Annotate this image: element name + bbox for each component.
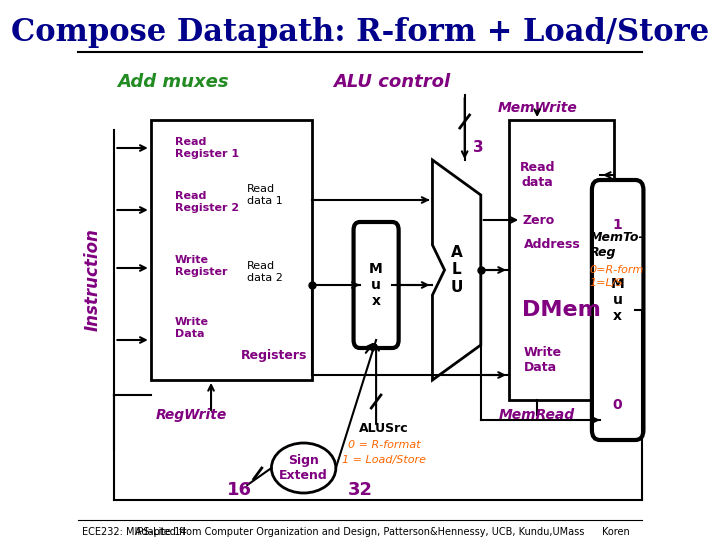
Text: Registers: Registers [241,348,307,361]
Text: Sign
Extend: Sign Extend [279,454,328,482]
Text: Write
Register: Write Register [175,255,228,277]
Text: Compose Datapath: R-form + Load/Store: Compose Datapath: R-form + Load/Store [11,17,709,48]
Text: Read
data 2: Read data 2 [247,261,283,283]
Text: Zero: Zero [523,213,555,226]
Text: M
u
x: M u x [369,262,383,308]
Text: 0 = R-format: 0 = R-format [348,440,420,450]
Text: ECE232: MIPS-Lite 14: ECE232: MIPS-Lite 14 [82,527,186,537]
Text: 3: 3 [473,140,483,156]
Text: Read
data 1: Read data 1 [247,184,283,206]
Text: Write
Data: Write Data [523,346,562,374]
Text: Instruction: Instruction [84,228,102,332]
FancyBboxPatch shape [354,222,399,348]
Text: MemWrite: MemWrite [498,101,577,115]
FancyBboxPatch shape [509,120,613,400]
Text: 0: 0 [613,398,623,412]
Text: Add muxes: Add muxes [117,73,229,91]
Text: MemTo-
Reg: MemTo- Reg [590,231,644,259]
Text: Koren: Koren [602,527,630,537]
Text: 0=R-form: 0=R-form [590,265,644,275]
Text: 16: 16 [227,481,252,499]
Text: Read
Register 2: Read Register 2 [175,191,239,213]
FancyBboxPatch shape [592,180,644,440]
Text: M
u
x: M u x [611,277,624,323]
Text: DMem: DMem [522,300,600,320]
Text: 1 = Load/Store: 1 = Load/Store [342,455,426,465]
Ellipse shape [271,443,336,493]
Text: Write
Data: Write Data [175,317,209,339]
Text: Address: Address [523,239,580,252]
Text: Read
data: Read data [519,161,555,189]
Text: RegWrite: RegWrite [156,408,227,422]
Text: Read
Register 1: Read Register 1 [175,137,239,159]
Text: ALU control: ALU control [333,73,451,91]
Text: MemRead: MemRead [499,408,575,422]
Text: ALUSrc: ALUSrc [359,422,409,435]
Text: 1: 1 [613,218,623,232]
Text: A
L
U: A L U [451,245,463,295]
FancyBboxPatch shape [150,120,312,380]
Polygon shape [433,160,481,380]
Text: 32: 32 [348,481,372,499]
Text: Adapted from Computer Organization and Design, Patterson&Hennessy, UCB, Kundu,UM: Adapted from Computer Organization and D… [135,527,585,537]
Text: 1=L/S: 1=L/S [590,278,623,288]
